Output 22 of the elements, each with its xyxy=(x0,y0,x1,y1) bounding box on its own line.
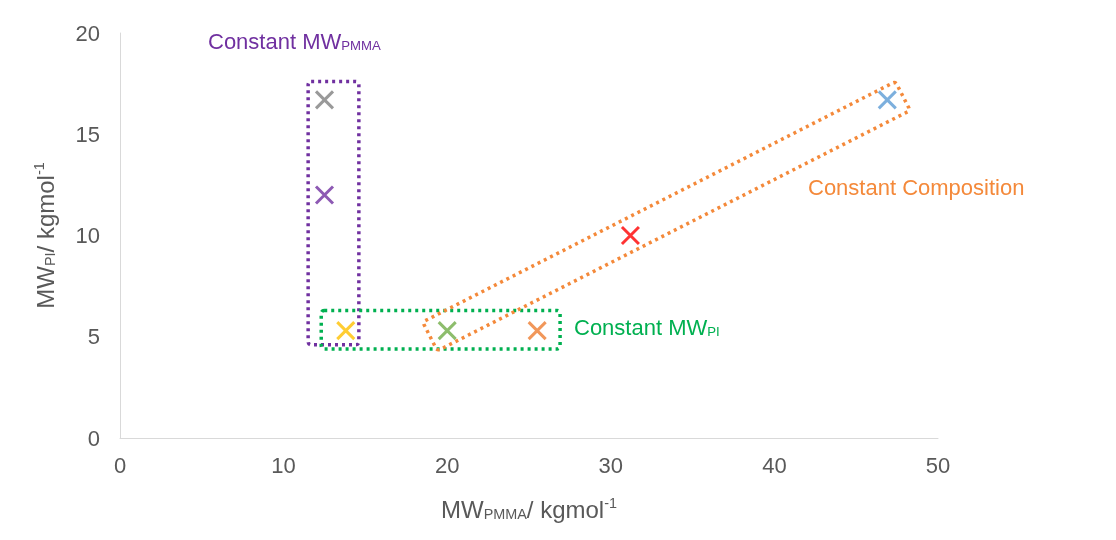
y-tick-label: 0 xyxy=(87,425,100,451)
annotation: Constant MWPI xyxy=(574,314,720,340)
point xyxy=(335,320,356,341)
y-axis-title: MWPI/ kgmol-1 xyxy=(31,162,59,309)
y-tick-label: 5 xyxy=(87,324,100,350)
point xyxy=(527,320,548,341)
y-tick-label: 20 xyxy=(75,20,100,46)
x-tick-label: 20 xyxy=(434,452,460,478)
point xyxy=(314,89,335,110)
x-tick-label: 0 xyxy=(113,452,127,478)
x-tick-label: 40 xyxy=(762,452,787,478)
x-tick-label: 50 xyxy=(925,452,951,478)
x-tick-label: 10 xyxy=(271,452,296,478)
annotation: Constant MWPMMA xyxy=(208,28,382,54)
point xyxy=(314,185,335,205)
x-tick-label: 30 xyxy=(598,452,624,478)
point xyxy=(620,225,641,246)
y-tick-label: 10 xyxy=(75,223,100,248)
y-tick-label: 15 xyxy=(75,121,100,147)
annotation: Constant Composition xyxy=(808,174,1025,200)
point xyxy=(437,320,458,341)
point xyxy=(877,89,898,110)
